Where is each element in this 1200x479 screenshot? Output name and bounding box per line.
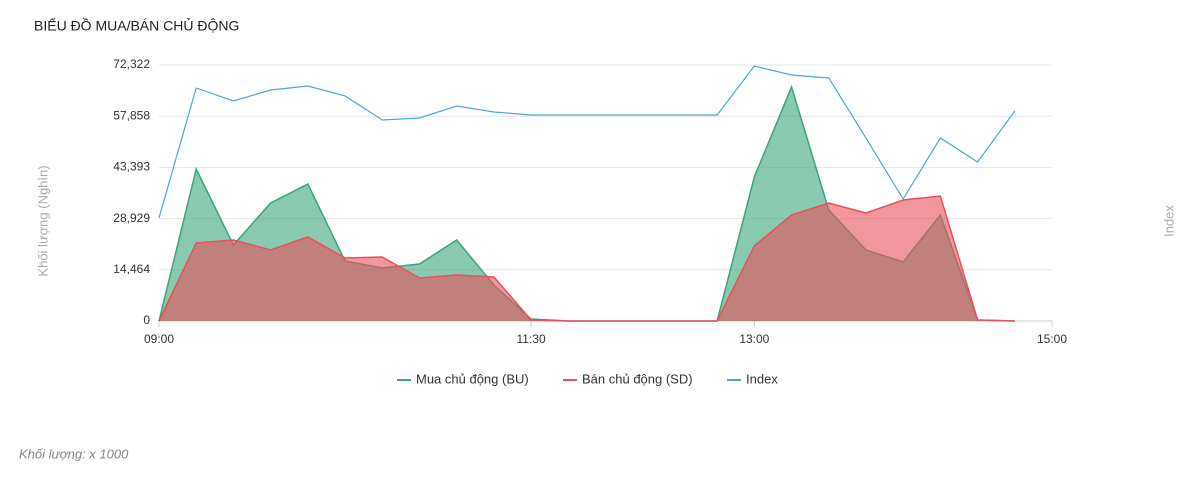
footnote: Khối lượng: x 1000 — [19, 446, 129, 461]
x-tick-label: 15:00 — [1037, 332, 1067, 346]
y-tick-label: 0 — [143, 313, 150, 327]
line — [158, 65, 1016, 219]
y-axis-title: Khối lượng (Nghìn) — [35, 165, 50, 276]
y-tick-label: 14,464 — [113, 262, 150, 276]
chart-title: BIỂU ĐỒ MUA/BÁN CHỦ ĐỘNG — [34, 17, 239, 34]
legend-label: Index — [746, 371, 778, 386]
legend-label: Mua chủ động (BU) — [416, 371, 529, 386]
y-tick-label: 43,393 — [113, 160, 150, 174]
y-tick-label: 72,322 — [113, 57, 150, 71]
x-tick-label: 13:00 — [739, 332, 769, 346]
x-tick-label: 11:30 — [517, 332, 546, 346]
area-line — [158, 195, 1015, 322]
y-tick-label: 57,858 — [113, 108, 150, 122]
area — [159, 196, 1015, 321]
legend-label: Bán chủ động (SD) — [582, 371, 693, 386]
x-tick-label: 09:00 — [144, 332, 174, 346]
y-tick-label: 28,929 — [113, 211, 150, 225]
y2-axis-title: Index — [1161, 205, 1176, 237]
